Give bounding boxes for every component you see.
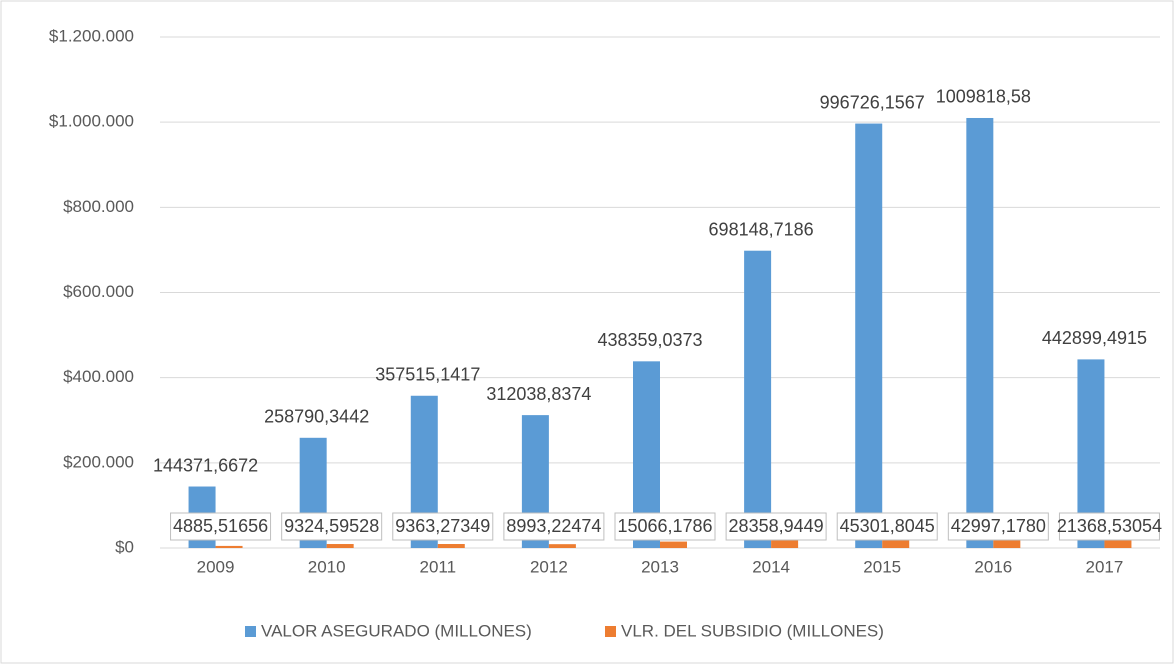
x-tick-label: 2009 [197,557,235,576]
data-label: 28358,9449 [729,516,824,536]
data-label: 357515,1417 [375,365,480,385]
y-tick-label: $1.200.000 [49,26,134,45]
data-label-box [392,512,494,541]
x-tick-label: 2010 [308,557,346,576]
bar [744,250,772,548]
data-label: 8993,22474 [506,516,601,536]
data-label: 45301,8045 [840,516,935,536]
y-tick-label: $600.000 [63,282,134,301]
data-label-box [281,512,383,541]
x-tick-label: 2017 [1086,557,1124,576]
data-label: 996726,1567 [820,92,925,112]
y-tick-label: $400.000 [63,367,134,386]
data-label: 312038,8374 [486,384,591,404]
data-label: 438359,0373 [597,330,702,350]
bar [1104,538,1132,548]
y-tick-label: $800.000 [63,197,134,216]
legend-label: VLR. DEL SUBSIDIO (MILLONES) [621,621,884,640]
bar [548,544,576,548]
data-label: 258790,3442 [264,407,369,427]
bar [215,545,243,548]
x-tick-label: 2012 [530,557,568,576]
data-label-box [614,512,716,541]
bar [437,544,465,548]
x-tick-label: 2016 [974,557,1012,576]
data-label: 1009818,58 [936,87,1031,107]
data-label-box [725,512,827,541]
data-label-box [947,512,1049,541]
data-label: 42997,1780 [951,516,1046,536]
data-label: 9363,27349 [395,516,490,536]
data-label: 4885,51656 [173,516,268,536]
data-label-box [503,512,605,541]
data-label: 21368,53054 [1057,516,1162,536]
x-tick-label: 2011 [419,557,456,576]
data-label-box [836,512,938,541]
y-tick-label: $1.000.000 [49,112,134,131]
data-label: 15066,1786 [617,516,712,536]
x-tick-label: 2014 [752,557,790,576]
legend-label: VALOR ASEGURADO (MILLONES) [261,621,532,640]
bar [660,541,687,548]
data-label-box [1058,512,1160,541]
bar [966,117,994,548]
data-label-box [170,512,272,541]
legend-swatch [605,626,616,637]
y-tick-label: $0 [115,537,134,556]
data-label: 9324,59528 [284,516,379,536]
y-tick-label: $200.000 [63,452,134,471]
x-tick-label: 2015 [863,557,901,576]
bar [326,544,354,548]
data-label: 698148,7186 [709,219,814,239]
x-tick-label: 2013 [641,557,679,576]
bar [855,123,883,548]
legend-swatch [245,626,256,637]
data-label: 144371,6672 [153,455,258,475]
data-label: 442899,4915 [1042,328,1147,348]
